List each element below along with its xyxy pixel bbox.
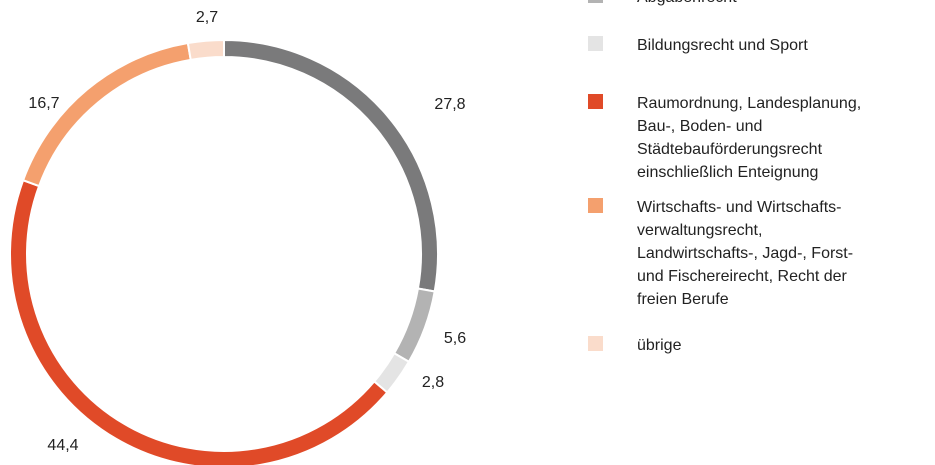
donut-segment: [392, 287, 436, 364]
legend-swatch: [588, 94, 603, 109]
donut-segment: [186, 38, 225, 61]
data-label: 2,8: [422, 374, 444, 391]
legend-label: Raumordnung, Landesplanung, Bau-, Boden-…: [637, 95, 862, 181]
data-label: 16,7: [28, 95, 59, 112]
legend-swatch: [588, 198, 603, 213]
legend-swatch: [588, 36, 603, 51]
legend-label: Abgabenrecht: [637, 0, 737, 9]
legend-label: übrige: [637, 337, 682, 354]
data-label: 2,7: [196, 9, 218, 26]
data-label: 5,6: [444, 330, 466, 347]
legend-swatch: [588, 0, 603, 3]
data-label: 27,8: [434, 96, 465, 113]
donut-segment: [9, 178, 389, 465]
data-label: 44,4: [47, 437, 78, 454]
legend-label: Bildungsrecht und Sport: [637, 37, 808, 54]
legend-label: Wirtschafts- und Wirtschafts- verwaltung…: [637, 199, 854, 308]
legend-swatch: [588, 336, 603, 351]
donut-segment: [21, 41, 192, 188]
donut-segment: [223, 38, 439, 293]
